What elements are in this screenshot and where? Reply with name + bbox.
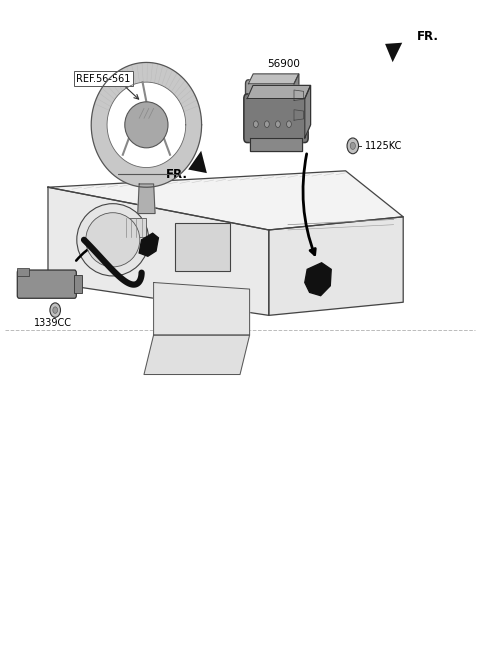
- Circle shape: [287, 121, 291, 127]
- Circle shape: [347, 138, 359, 154]
- Polygon shape: [139, 233, 158, 256]
- Polygon shape: [250, 138, 302, 151]
- Bar: [122, 218, 146, 237]
- Bar: [74, 275, 82, 293]
- Polygon shape: [305, 85, 311, 138]
- Polygon shape: [294, 110, 303, 120]
- Bar: [17, 268, 29, 276]
- Text: FR.: FR.: [166, 168, 188, 181]
- Polygon shape: [48, 171, 403, 230]
- Text: 56900: 56900: [267, 59, 300, 69]
- Text: FR.: FR.: [417, 30, 439, 43]
- Polygon shape: [144, 335, 250, 374]
- Text: REF.56-561: REF.56-561: [76, 74, 131, 84]
- Circle shape: [50, 303, 60, 317]
- Text: 88070: 88070: [89, 240, 121, 250]
- Polygon shape: [91, 62, 202, 187]
- Circle shape: [253, 121, 258, 127]
- Polygon shape: [48, 187, 269, 315]
- Circle shape: [264, 121, 269, 127]
- Polygon shape: [385, 43, 402, 62]
- Ellipse shape: [125, 102, 168, 148]
- Polygon shape: [249, 74, 299, 84]
- Ellipse shape: [86, 213, 140, 267]
- Polygon shape: [305, 263, 331, 296]
- Polygon shape: [188, 151, 207, 173]
- Polygon shape: [154, 283, 250, 335]
- Polygon shape: [138, 184, 155, 214]
- Ellipse shape: [77, 204, 149, 276]
- Polygon shape: [294, 90, 303, 101]
- Circle shape: [53, 307, 58, 313]
- Polygon shape: [247, 85, 311, 99]
- Circle shape: [350, 143, 355, 149]
- Circle shape: [276, 121, 280, 127]
- Text: 1125KC: 1125KC: [365, 141, 402, 151]
- FancyBboxPatch shape: [17, 270, 76, 298]
- FancyBboxPatch shape: [245, 80, 297, 130]
- Polygon shape: [294, 74, 299, 126]
- Polygon shape: [269, 217, 403, 315]
- Text: 84530: 84530: [255, 83, 288, 93]
- FancyBboxPatch shape: [244, 94, 308, 143]
- Text: 1339CC: 1339CC: [34, 318, 72, 328]
- Bar: [175, 223, 230, 271]
